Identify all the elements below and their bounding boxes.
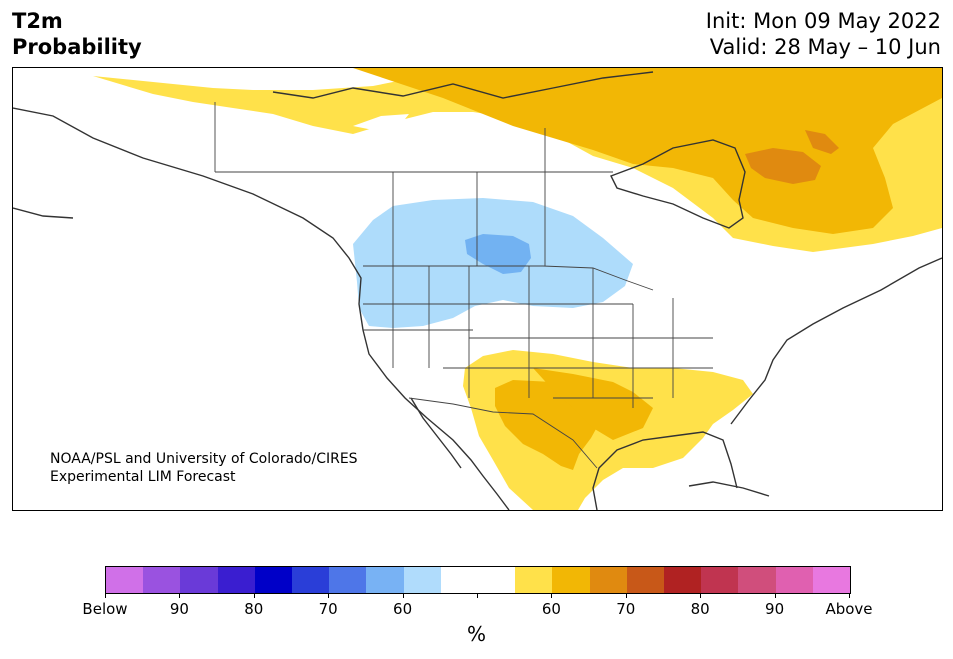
colorbar-tick [477,593,478,598]
colorbar-segment [664,567,702,593]
colorbar-segment [626,567,665,593]
baja-coast [410,397,462,469]
init-date: Init: Mon 09 May 2022 [705,9,941,33]
political-borders [214,102,713,469]
credit-line-2: Experimental LIM Forecast [50,469,236,485]
credit-line-1: NOAA/PSL and University of Colorado/CIRE… [50,451,358,467]
southern-warm-region [463,350,753,510]
colorbar-tick [625,593,627,598]
colorbar-segment [254,567,293,593]
colorbar-label: 80 [690,600,710,618]
colorbar-tick [328,593,330,598]
arctic-coast [272,71,654,99]
colorbar-label: 90 [169,600,189,618]
colorbar-tick [774,593,776,598]
northern-warm-region [93,68,942,252]
title-type: Probability [12,35,142,59]
colorbar-segment [329,567,367,593]
colorbar-segment [478,567,516,593]
canada-provinces [214,102,613,266]
colorbar-segment [292,567,330,593]
colorbar-segment [366,567,404,593]
colorbar-segment [812,567,851,593]
us-states-grid [363,266,713,408]
colorbar-label: 60 [393,600,413,618]
colorbar-label: 80 [244,600,264,618]
colorbar-label: 90 [765,600,785,618]
colorbar-segment [180,567,218,593]
atlantic-coast [730,257,942,425]
credit-text: NOAA/PSL and University of Colorado/CIRE… [50,450,358,486]
dakotas-blue [465,234,531,274]
hudson-dark-orange [745,148,821,184]
colorbar-segment [738,567,776,593]
map-panel: NOAA/PSL and University of Colorado/CIRE… [12,67,943,511]
colorbar-tick [551,593,553,598]
title-variable: T2m [12,9,63,33]
colorbar-segment [552,567,590,593]
alaska-coast [13,207,74,219]
probability-map [13,68,942,510]
colorbar-tick [700,593,702,598]
forecast-dates: Init: Mon 09 May 2022 Valid: 28 May – 10… [706,8,941,60]
hudson-bay-coast [610,139,746,229]
colorbar-segment [589,567,627,593]
cold-region [353,198,633,328]
chart-title: T2m Probability [12,8,142,60]
colorbar-tick [253,593,255,598]
colorbar-segment [143,567,181,593]
colorbar-segment [775,567,813,593]
valid-range: Valid: 28 May – 10 Jun [709,35,941,59]
colorbar-tick [402,593,404,598]
canada-east-orange2 [805,130,839,154]
colorbar-unit: % [466,622,486,646]
colorbar-tick [105,593,106,598]
colorbar [105,566,851,594]
gulf-coast [592,431,738,510]
cuba [688,481,770,497]
colorbar-label: 70 [318,600,338,618]
colorbar-segment [440,567,479,593]
colorbar-segment [217,567,255,593]
colorbar-label: 70 [616,600,636,618]
plains-orange [533,368,653,440]
pacific-coast [13,107,510,510]
colorbar-segment [403,567,441,593]
colorbar-tick [179,593,181,598]
colorbar-label: Above [825,600,873,618]
colorbar-tick [849,593,850,598]
colorbar-label: Below [82,600,128,618]
coastlines [13,71,942,510]
colorbar-segment [515,567,553,593]
us-mexico-border [408,397,598,469]
arctic-island [353,114,409,130]
colorbar-label: 60 [541,600,561,618]
canada-orange [353,68,942,234]
us-canada-border [363,265,654,291]
colorbar-segment [106,567,144,593]
colorbar-segment [701,567,739,593]
